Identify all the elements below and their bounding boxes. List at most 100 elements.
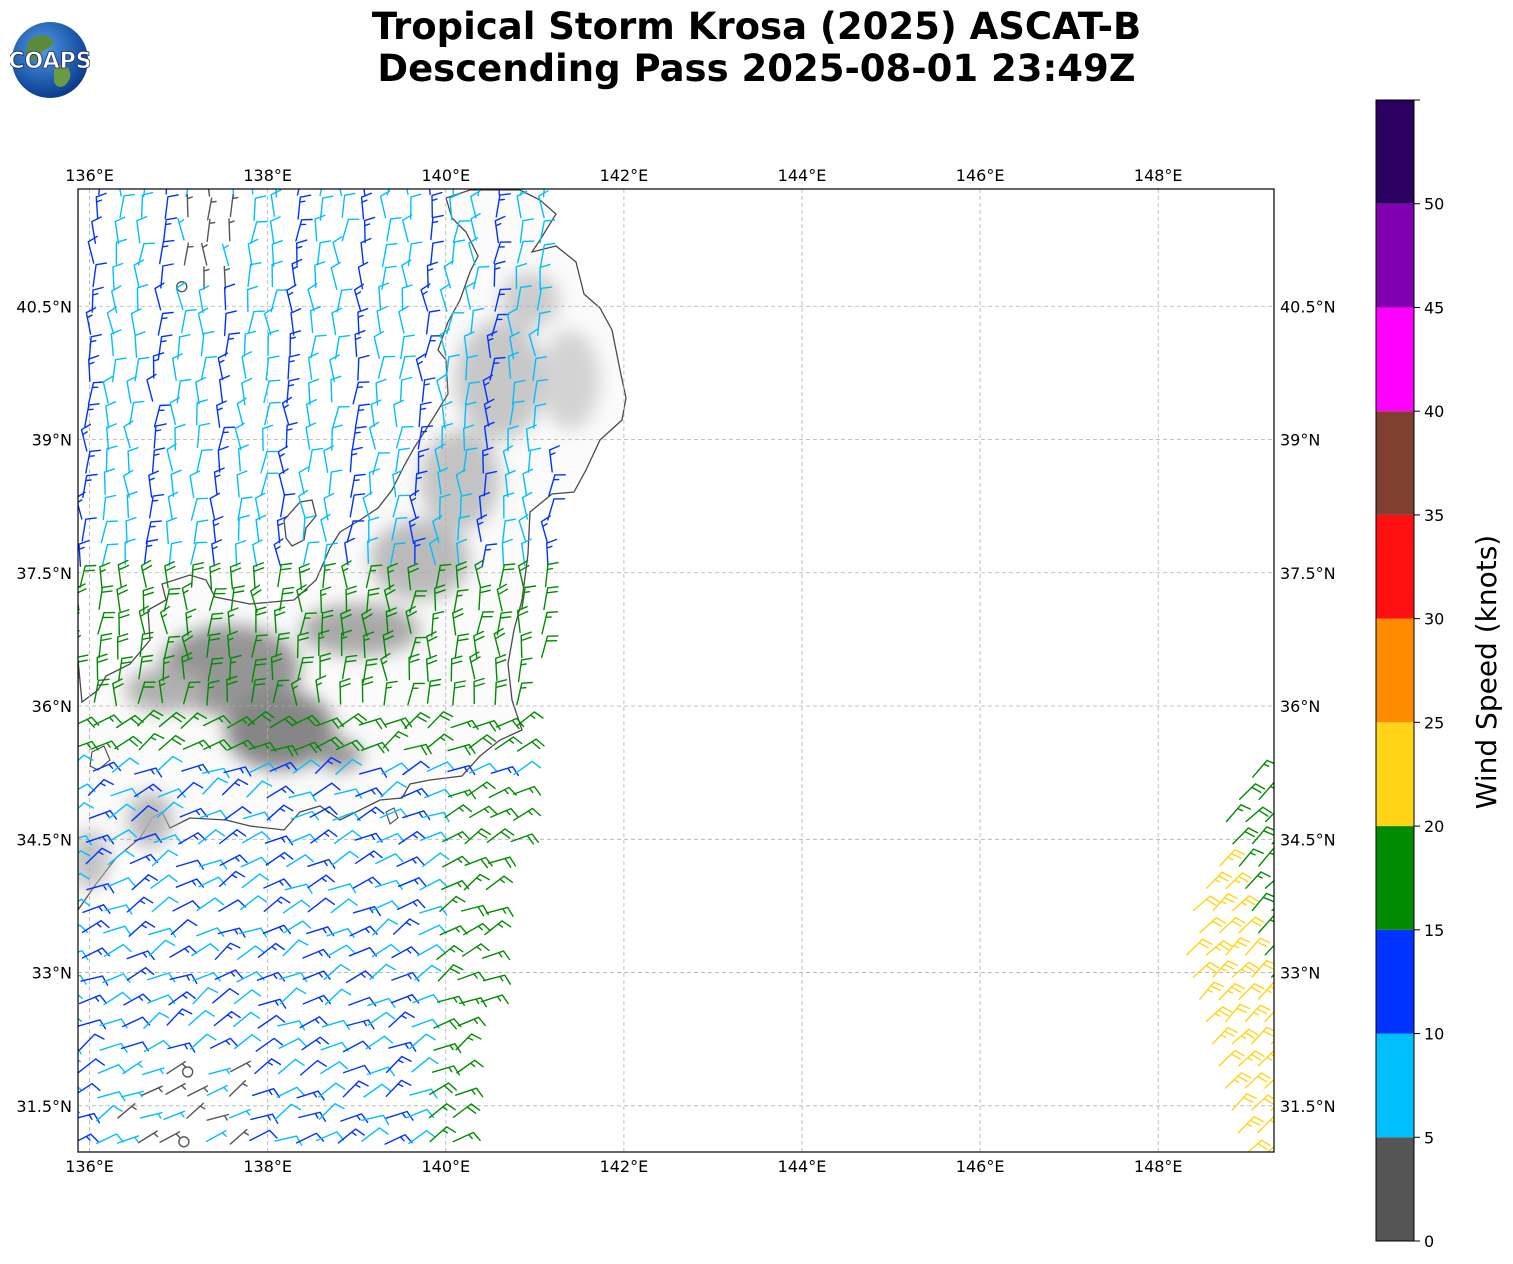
wind-barb	[518, 514, 529, 543]
wind-barb	[354, 403, 371, 428]
wind-barb	[97, 1091, 126, 1102]
wind-barb	[1270, 1040, 1274, 1045]
wind-barb	[362, 491, 373, 520]
wind-barb	[200, 330, 215, 357]
wind-barb	[474, 559, 485, 588]
wind-barb	[198, 876, 227, 888]
colorbar-bin	[1376, 411, 1414, 515]
wind-barb	[326, 928, 355, 938]
wind-barb	[1247, 1139, 1272, 1152]
wind-barb	[395, 426, 414, 449]
wind-barb	[1258, 848, 1274, 867]
colorbar-bin	[1376, 100, 1414, 204]
wind-barb	[328, 469, 343, 495]
wind-barb	[383, 680, 398, 706]
wind-barb	[368, 516, 380, 544]
wind-barb	[315, 1131, 345, 1142]
wind-barb	[81, 920, 110, 934]
wind-barb	[102, 973, 131, 983]
wind-barb	[494, 679, 508, 705]
wind-barb	[221, 778, 249, 796]
wind-barb	[172, 900, 201, 912]
wind-barb	[296, 189, 300, 196]
wind-barb	[111, 285, 122, 314]
wind-barb	[468, 781, 496, 796]
wind-barb	[435, 563, 452, 588]
wind-barb	[102, 375, 113, 404]
colorbar-tick-label: 50	[1424, 195, 1444, 214]
wind-barb	[335, 758, 362, 775]
wind-barb	[122, 1060, 143, 1075]
wind-barb	[300, 1059, 327, 1076]
wind-barb	[1205, 1006, 1233, 1023]
wind-barb	[174, 423, 186, 451]
wind-barb	[287, 353, 301, 380]
wind-barb	[485, 906, 514, 917]
wind-barb	[516, 190, 528, 219]
wind-barb	[240, 895, 268, 910]
wind-barb	[337, 1128, 365, 1144]
wind-barb	[103, 943, 132, 957]
wind-barb	[196, 449, 213, 473]
wind-barb	[405, 1108, 435, 1119]
wind-barb	[417, 448, 430, 475]
colorbar-tick-label: 45	[1424, 298, 1444, 317]
wind-barb	[455, 1087, 484, 1098]
wind-barb	[82, 904, 111, 914]
wind-barb	[486, 828, 515, 843]
wind-barb	[84, 403, 100, 428]
wind-barb	[482, 446, 494, 474]
wind-barb	[439, 328, 451, 357]
wind-barb	[426, 761, 455, 772]
wind-barb	[278, 1037, 307, 1050]
wind-barb	[330, 898, 358, 914]
wind-barb	[382, 630, 395, 658]
wind-barb	[1264, 1010, 1274, 1023]
wind-barb	[233, 989, 262, 1005]
wind-barb	[457, 971, 486, 982]
wind-barb	[163, 1110, 186, 1120]
wind-barb	[166, 443, 177, 472]
wind-barb	[1257, 982, 1274, 1000]
wind-barb	[200, 356, 218, 380]
wind-barb	[227, 739, 256, 751]
wind-barb	[87, 235, 98, 264]
wind-barb	[517, 657, 533, 683]
wind-barb	[339, 713, 367, 728]
wind-barb	[136, 284, 149, 311]
wind-barb	[1245, 871, 1271, 889]
wind-barb	[421, 377, 436, 403]
wind-barb	[403, 743, 432, 756]
wind-barb	[376, 832, 405, 843]
wind-barb	[308, 378, 320, 406]
wind-barb	[181, 1066, 194, 1078]
wind-barb	[455, 468, 467, 497]
wind-barb	[407, 682, 425, 706]
wind-barb	[320, 1041, 349, 1052]
wind-barb	[235, 540, 247, 567]
wind-barb	[393, 399, 404, 428]
wind-barb	[408, 1130, 436, 1145]
wind-barb	[100, 520, 118, 544]
wind-barb	[472, 720, 501, 732]
tick-labels: 136°E 136°E 138°E 138°E 140°E 140°E 142°E 142°E…	[16, 166, 1335, 1176]
wind-barb	[469, 805, 498, 818]
wind-barb	[1186, 938, 1213, 956]
wind-barb	[295, 218, 313, 242]
wind-barb	[127, 447, 139, 474]
colorbar-bin	[1376, 618, 1414, 723]
wind-barb	[234, 1034, 262, 1050]
wind-barb	[392, 494, 411, 518]
wind-barb	[145, 520, 162, 545]
wind-barb	[350, 473, 366, 498]
wind-barb	[392, 469, 404, 498]
wind-barb	[409, 489, 420, 518]
wind-barb	[290, 810, 320, 821]
wind-barb	[267, 329, 279, 356]
wind-barb	[134, 331, 146, 359]
wind-barb	[78, 950, 89, 961]
wind-barb	[463, 331, 475, 359]
wind-barb	[429, 1126, 457, 1143]
wind-barb	[263, 878, 292, 889]
